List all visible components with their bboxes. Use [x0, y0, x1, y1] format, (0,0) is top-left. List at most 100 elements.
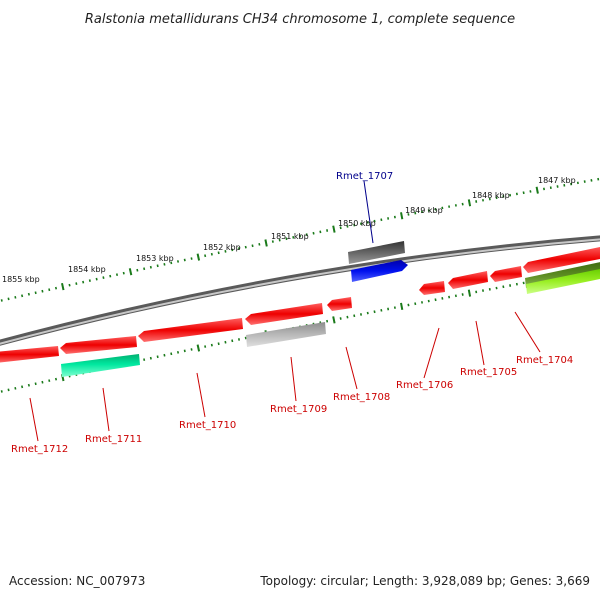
- scale-minor-tick: [556, 185, 559, 188]
- scale-minor-tick: [48, 379, 51, 382]
- scale-minor-tick: [27, 383, 30, 387]
- scale-major-tick: [332, 316, 336, 324]
- leader-rmet-1706: [423, 327, 440, 379]
- scale-minor-tick: [122, 271, 125, 275]
- kbp-label: 1850 kbp: [338, 219, 376, 228]
- gene-label-leaders: [29, 180, 541, 442]
- leader-rmet-1707: [363, 180, 374, 244]
- scale-minor-tick: [590, 179, 593, 182]
- scale-minor-tick: [292, 236, 295, 239]
- scale-minor-tick: [231, 248, 234, 252]
- gene-arrow-rmet-1710[interactable]: [138, 318, 243, 342]
- leader-rmet-1709: [290, 356, 297, 402]
- feature-dark-rmet-1707[interactable]: [348, 241, 405, 264]
- gene-label-rmet-1705[interactable]: Rmet_1705: [460, 367, 517, 378]
- kbp-label: 1854 kbp: [68, 265, 106, 274]
- map-title: Ralstonia metallidurans CH34 chromosome …: [85, 12, 515, 27]
- kbp-labels: 1855 kbp 1854 kbp 1853 kbp 1852 kbp 1851…: [2, 176, 576, 284]
- scale-minor-tick: [319, 230, 322, 234]
- scale-minor-tick: [41, 289, 44, 293]
- scale-minor-tick: [380, 218, 383, 222]
- gene-arrow-rmet-1711[interactable]: [60, 336, 137, 354]
- scale-minor-tick: [495, 286, 498, 290]
- scale-major-tick: [196, 253, 201, 261]
- gene-arrow-rmet-1705[interactable]: [448, 271, 488, 289]
- scale-minor-tick: [143, 267, 146, 271]
- gene-label-rmet-1704[interactable]: Rmet_1704: [516, 355, 573, 366]
- gene-label-rmet-1706[interactable]: Rmet_1706: [396, 380, 453, 391]
- kbp-label: 1853 kbp: [136, 254, 174, 263]
- kbp-label: 1851 kbp: [271, 232, 309, 241]
- scale-minor-tick: [0, 299, 3, 302]
- scale-major-tick: [467, 199, 472, 207]
- scale-minor-tick: [156, 264, 159, 268]
- gene-label-rmet-1711[interactable]: Rmet_1711: [85, 434, 142, 445]
- gene-labels: Rmet_1707 Rmet_1712 Rmet_1711 Rmet_1710 …: [11, 171, 573, 455]
- gene-label-rmet-1710[interactable]: Rmet_1710: [179, 420, 236, 431]
- scale-minor-tick: [170, 352, 173, 356]
- scale-minor-tick: [163, 353, 166, 357]
- scale-minor-tick: [210, 343, 213, 347]
- gene-arrow-rmet-1704[interactable]: [490, 266, 522, 282]
- gene-label-rmet-1712[interactable]: Rmet_1712: [11, 444, 68, 455]
- kbp-label: 1855 kbp: [2, 275, 40, 284]
- scale-minor-tick: [434, 298, 437, 302]
- scale-minor-tick: [271, 240, 274, 243]
- scale-minor-tick: [156, 355, 159, 359]
- scale-minor-tick: [278, 238, 281, 242]
- gene-arrow-rmet-1712[interactable]: [0, 346, 59, 363]
- scale-minor-tick: [190, 348, 193, 351]
- scale-major-tick: [61, 282, 65, 291]
- scale-minor-tick: [210, 252, 213, 256]
- scale-minor-tick: [522, 281, 525, 285]
- scale-minor-tick: [380, 309, 383, 312]
- gene-arrow-rmet-1709[interactable]: [245, 303, 323, 325]
- gene-features: [0, 241, 600, 377]
- scale-minor-tick: [244, 245, 247, 249]
- rna-feature-rmet-1711[interactable]: [61, 354, 140, 377]
- feature-lime-rmet-1704[interactable]: [526, 268, 600, 294]
- scale-minor-tick: [441, 297, 444, 300]
- gene-label-rmet-1708[interactable]: Rmet_1708: [333, 392, 390, 403]
- scale-minor-tick: [149, 265, 152, 269]
- scale-minor-tick: [0, 390, 3, 393]
- leader-rmet-1705: [475, 320, 485, 366]
- scale-minor-tick: [109, 274, 112, 278]
- scale-minor-tick: [149, 356, 152, 360]
- gene-arrow-rmet-1708[interactable]: [327, 297, 352, 311]
- scale-minor-tick: [34, 382, 37, 386]
- scale-minor-tick: [346, 225, 349, 228]
- scale-minor-tick: [7, 388, 10, 392]
- gene-arrow-rmet-1706[interactable]: [419, 281, 445, 295]
- scale-minor-tick: [251, 244, 254, 248]
- scale-major-tick: [128, 268, 133, 276]
- scale-minor-tick: [502, 195, 505, 198]
- scale-minor-tick: [21, 294, 24, 298]
- scale-minor-tick: [427, 299, 430, 303]
- scale-minor-tick: [183, 349, 186, 353]
- scale-minor-tick: [48, 288, 51, 292]
- scale-minor-tick: [441, 206, 444, 210]
- scale-minor-tick: [170, 261, 173, 265]
- pseudo-feature-rmet-1709[interactable]: [246, 322, 326, 347]
- kbp-label: 1852 kbp: [203, 243, 241, 252]
- scale-minor-tick: [305, 233, 308, 236]
- scale-minor-tick: [41, 380, 44, 384]
- gene-label-rmet-1709[interactable]: Rmet_1709: [270, 404, 327, 415]
- scale-minor-tick: [353, 223, 356, 227]
- scale-minor-tick: [68, 283, 71, 287]
- scale-minor-tick: [339, 317, 342, 320]
- gene-arrow-rmet-1703[interactable]: [523, 246, 600, 273]
- scale-minor-tick: [7, 297, 10, 301]
- kbp-label: 1849 kbp: [405, 206, 443, 215]
- scale-minor-tick: [373, 219, 376, 223]
- scale-minor-tick: [461, 202, 464, 206]
- gene-label-rmet-1707[interactable]: Rmet_1707: [336, 171, 393, 182]
- gene-arrow-rmet-1707[interactable]: [351, 260, 408, 282]
- scale-minor-tick: [339, 226, 342, 230]
- scale-major-tick: [332, 225, 336, 233]
- genome-summary-text: Topology: circular; Length: 3,928,089 bp…: [260, 574, 590, 588]
- scale-minor-tick: [176, 350, 180, 354]
- scale-minor-tick: [176, 260, 180, 263]
